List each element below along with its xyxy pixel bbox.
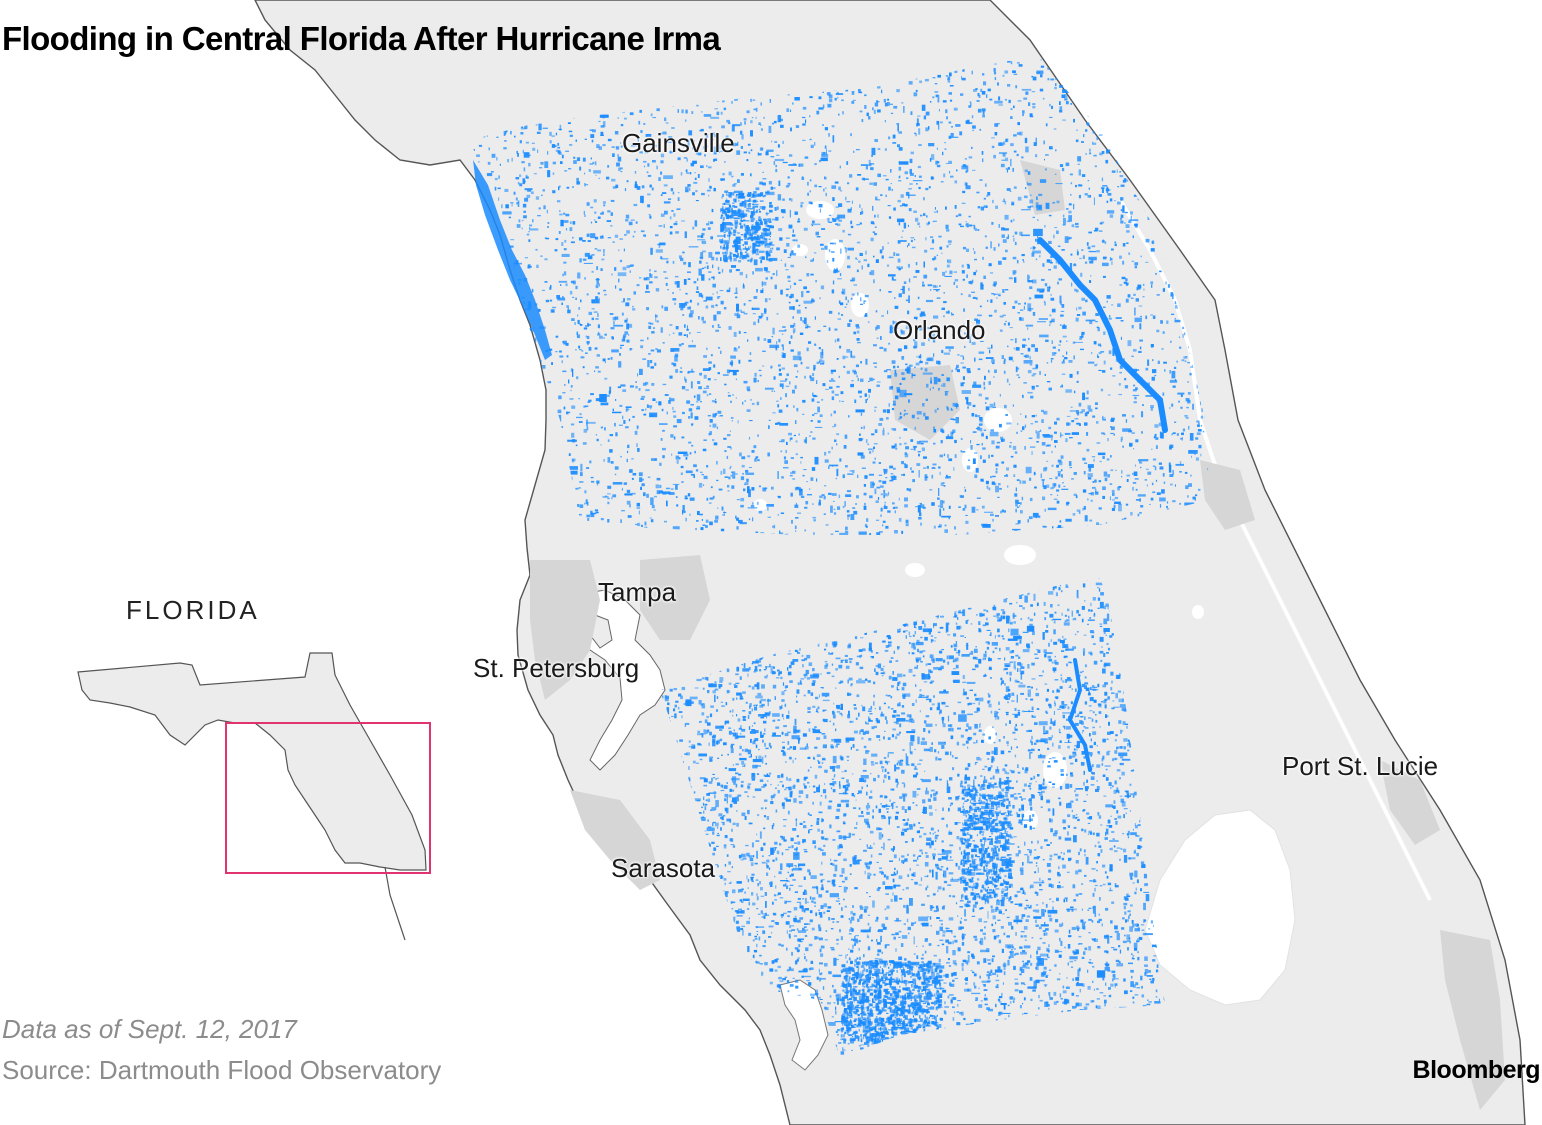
inset-highlight-box — [225, 722, 431, 874]
lake-okeechobee — [1144, 809, 1296, 1006]
land-peninsula — [254, 0, 1526, 1125]
kissimmee-river-flood — [1067, 658, 1092, 772]
east-lagoon — [1118, 198, 1432, 901]
city-label-sarasota: Sarasota — [611, 853, 716, 883]
data-date-note: Data as of Sept. 12, 2017 — [2, 1014, 297, 1044]
inset-label: FLORIDA — [126, 595, 260, 625]
inset-map — [77, 652, 431, 941]
source-note: Source: Dartmouth Flood Observatory — [2, 1055, 442, 1085]
map-title: Flooding in Central Florida After Hurric… — [2, 20, 721, 57]
inset-keys — [384, 866, 406, 941]
city-label-port-st-lucie: Port St. Lucie — [1282, 751, 1439, 781]
st-johns-river-flood — [1037, 237, 1168, 433]
bloomberg-logo: Bloomberg — [1412, 1056, 1541, 1084]
inset-florida-shape — [77, 652, 427, 871]
urban-areas — [530, 160, 1505, 1110]
charlotte-harbor — [779, 979, 829, 1071]
city-label-gainesville: Gainsville — [622, 128, 735, 158]
city-label-st-petersburg: St. Petersburg — [473, 653, 640, 683]
city-label-tampa: Tampa — [598, 577, 677, 607]
west-coast-flood — [473, 160, 552, 360]
city-label-orlando: Orlando — [893, 315, 986, 345]
